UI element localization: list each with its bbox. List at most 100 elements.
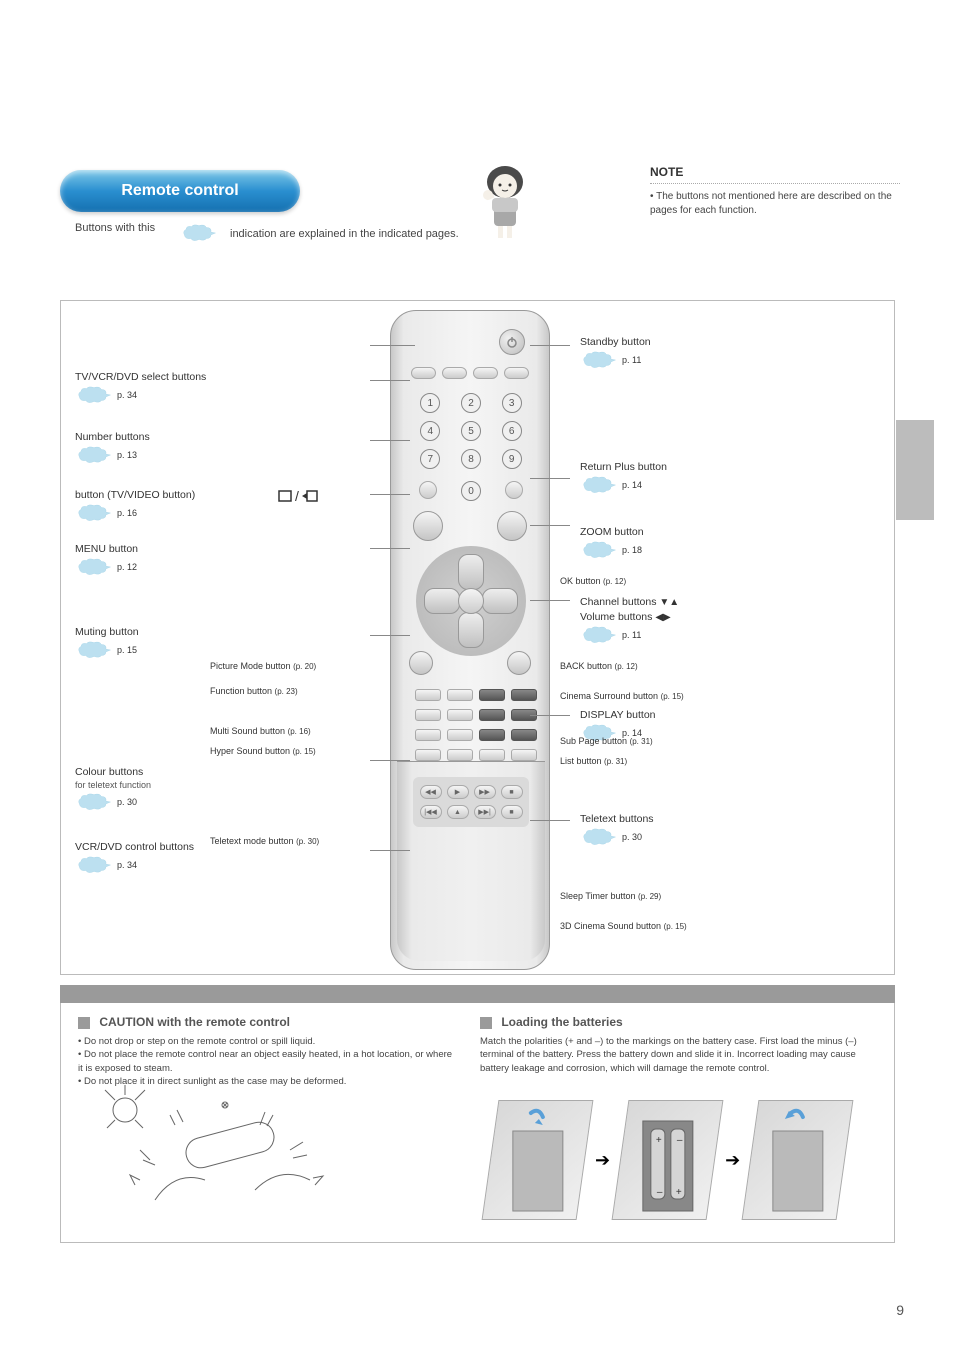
lead-line [530, 820, 570, 821]
number-btn-6: 6 [502, 421, 522, 441]
number-btn-8: 8 [461, 449, 481, 469]
callout: 3D Cinema Sound button (p. 15) [560, 920, 740, 933]
vcr-dvd-pad: ◀◀▶▶▶■|◀◀▲▶▶|■ [413, 777, 529, 827]
back-btn [507, 651, 531, 675]
callout: ZOOM buttonp. 18 [580, 525, 880, 561]
vcr-btn: ■ [501, 805, 523, 819]
hand-icon [580, 474, 618, 496]
svg-text:+: + [656, 1135, 662, 1146]
svg-text:+: + [676, 1187, 682, 1198]
ok-button [458, 588, 484, 614]
callout: Muting buttonp. 15 [75, 625, 365, 661]
btn-row-2 [415, 709, 537, 721]
vcr-btn: ▲ [447, 805, 469, 819]
callout: BACK button (p. 12) [560, 660, 740, 673]
hand-icon [75, 502, 113, 524]
note-divider [650, 183, 900, 184]
lead-line [530, 715, 570, 716]
caution-title-text: CAUTION with the remote control [99, 1015, 290, 1029]
hand-icon [580, 539, 618, 561]
section-divider-bar [60, 985, 895, 1003]
square-bullet-icon [480, 1017, 492, 1029]
number-btn-0: 0 [461, 481, 481, 501]
note-box: NOTE • The buttons not mentioned here ar… [540, 165, 900, 218]
lead-line [370, 380, 410, 381]
note-body: • The buttons not mentioned here are des… [650, 190, 900, 218]
vcr-btn: ▶▶| [474, 805, 496, 819]
hand-icon [75, 556, 113, 578]
callout: Hyper Sound button (p. 15) [210, 745, 380, 758]
callout: Teletext mode button (p. 30) [210, 835, 380, 848]
number-btn-1: 1 [420, 393, 440, 413]
vcr-btn: ▶ [447, 785, 469, 799]
number-btn-9: 9 [502, 449, 522, 469]
number-btn-3: 3 [502, 393, 522, 413]
battery-step-3 [742, 1100, 854, 1220]
battery-title-text: Loading the batteries [501, 1015, 622, 1029]
header-sub-text-1: Buttons with this [75, 222, 155, 234]
remote-illustration: 123456789 0 ◀ [390, 310, 550, 970]
callout: Standby buttonp. 11 [580, 335, 880, 371]
note-title: NOTE [650, 165, 900, 179]
battery-title: Loading the batteries [480, 1015, 880, 1029]
battery-steps: ➔ + + – – ➔ [490, 1100, 845, 1220]
callout: MENU buttonp. 12 [75, 542, 365, 578]
vcr-btn: ◀◀ [420, 785, 442, 799]
callout: Sub Page button (p. 31) [560, 735, 740, 748]
svg-text:–: – [657, 1187, 663, 1198]
callout: button (TV/VIDEO button)p. 16 [75, 488, 365, 524]
remote-body: 123456789 0 ◀ [390, 310, 550, 970]
lead-line [370, 548, 410, 549]
menu-big-btn [413, 511, 443, 541]
header-title-text: Remote control [121, 182, 238, 200]
lead-line [530, 525, 570, 526]
hand-icon [580, 826, 618, 848]
number-btn-7: 7 [420, 449, 440, 469]
zoom-big-btn [497, 511, 527, 541]
callout: Colour buttonsfor teletext functionp. 30 [75, 765, 365, 813]
side-tab [896, 420, 934, 520]
svg-text:–: – [677, 1135, 683, 1146]
callout: Multi Sound button (p. 16) [210, 725, 380, 738]
caution-section: CAUTION with the remote control • Do not… [78, 1015, 458, 1088]
btn-row-3 [415, 729, 537, 741]
callout: TV/VCR/DVD select buttonsp. 34 [75, 370, 365, 406]
power-button [499, 329, 525, 355]
btn-row-1 [415, 689, 537, 701]
vcr-btn: ■ [501, 785, 523, 799]
arrow-icon: ➔ [725, 1150, 740, 1171]
arrow-icon: ➔ [595, 1150, 610, 1171]
girl-illustration [470, 160, 540, 240]
header-sub-text-2: indication are explained in the indicate… [230, 228, 459, 240]
square-bullet-icon [78, 1017, 90, 1029]
dpad [416, 546, 526, 656]
callout: Channel buttons ▼▲Volume buttons ◀▶p. 11 [580, 595, 880, 646]
callout: List button (p. 31) [560, 755, 740, 768]
vcr-btn: |◀◀ [420, 805, 442, 819]
callout: Teletext buttonsp. 30 [580, 812, 880, 848]
battery-step-2: + + – – [612, 1100, 724, 1220]
battery-text: Match the polarities (+ and –) to the ma… [480, 1035, 880, 1075]
callout: Cinema Surround button (p. 15) [560, 690, 740, 703]
callout: Sleep Timer button (p. 29) [560, 890, 740, 903]
hand-icon [580, 349, 618, 371]
select-btn [473, 367, 498, 379]
hand-icon [180, 222, 218, 244]
page-number-bottom: 9 [896, 1302, 904, 1318]
colour-btn-row [415, 749, 537, 761]
tv-vcr-dvd-row [411, 367, 529, 379]
lead-line [530, 478, 570, 479]
hand-icon [75, 444, 113, 466]
header-title-pill: Remote control [60, 170, 300, 212]
vcr-btn: ▶▶ [474, 785, 496, 799]
caution-title: CAUTION with the remote control [78, 1015, 458, 1029]
callout: OK button (p. 12) [560, 575, 740, 588]
number-pad: 123456789 [419, 393, 523, 469]
select-btn [442, 367, 467, 379]
callout: Return Plus buttonp. 14 [580, 460, 880, 496]
hand-icon [580, 624, 618, 646]
hand-icon [75, 854, 113, 876]
callout: Function button (p. 23) [210, 685, 380, 698]
select-btn [411, 367, 436, 379]
battery-step-1 [482, 1100, 594, 1220]
